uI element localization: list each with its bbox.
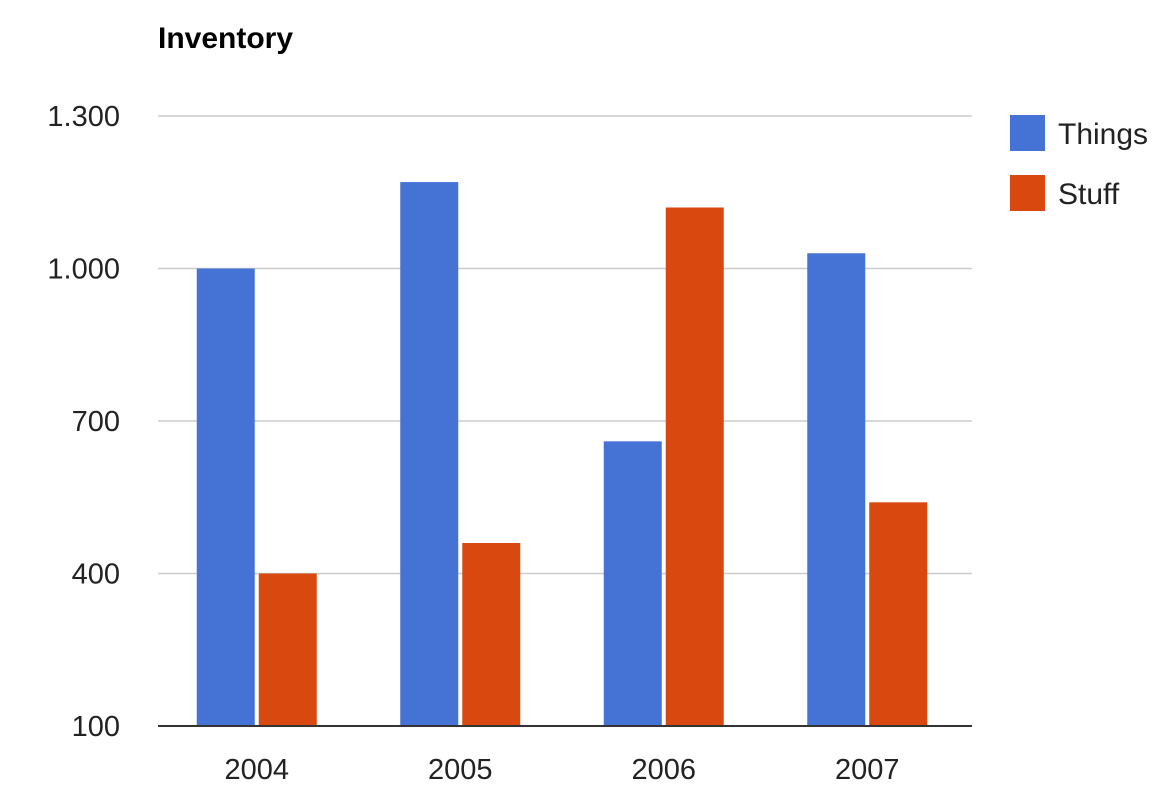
bar-stuff-2007 [869, 502, 928, 726]
x-tick-label: 2007 [835, 754, 900, 785]
bar-things-2005 [400, 182, 459, 727]
bar-stuff-2005 [462, 543, 521, 726]
x-axis-ticks: 2004 2005 2006 2007 [158, 725, 972, 785]
legend-label-stuff: Stuff [1058, 178, 1120, 211]
x-tick-label: 2004 [224, 754, 289, 785]
y-tick-label: 100 [72, 711, 120, 743]
y-axis-ticks: 100 400 700 1.000 1.300 [47, 101, 120, 743]
legend: Things Stuff [1010, 115, 1148, 211]
bar-things-2004 [196, 268, 255, 726]
y-tick-label: 400 [72, 559, 120, 591]
y-tick-label: 700 [72, 406, 120, 438]
y-tick-label: 1.000 [47, 254, 120, 286]
bar-stuff-2006 [665, 207, 724, 726]
bar-things-2007 [807, 253, 866, 726]
bar-things-2006 [603, 441, 662, 726]
bar-stuff-2004 [258, 573, 317, 726]
x-tick-label: 2006 [631, 754, 696, 785]
y-tick-label: 1.300 [47, 101, 120, 133]
legend-label-things: Things [1058, 118, 1148, 151]
bars [196, 182, 928, 727]
legend-swatch-stuff [1010, 175, 1045, 211]
legend-swatch-things [1010, 115, 1045, 151]
chart-title: Inventory [158, 22, 293, 55]
x-tick-label: 2005 [428, 754, 493, 785]
